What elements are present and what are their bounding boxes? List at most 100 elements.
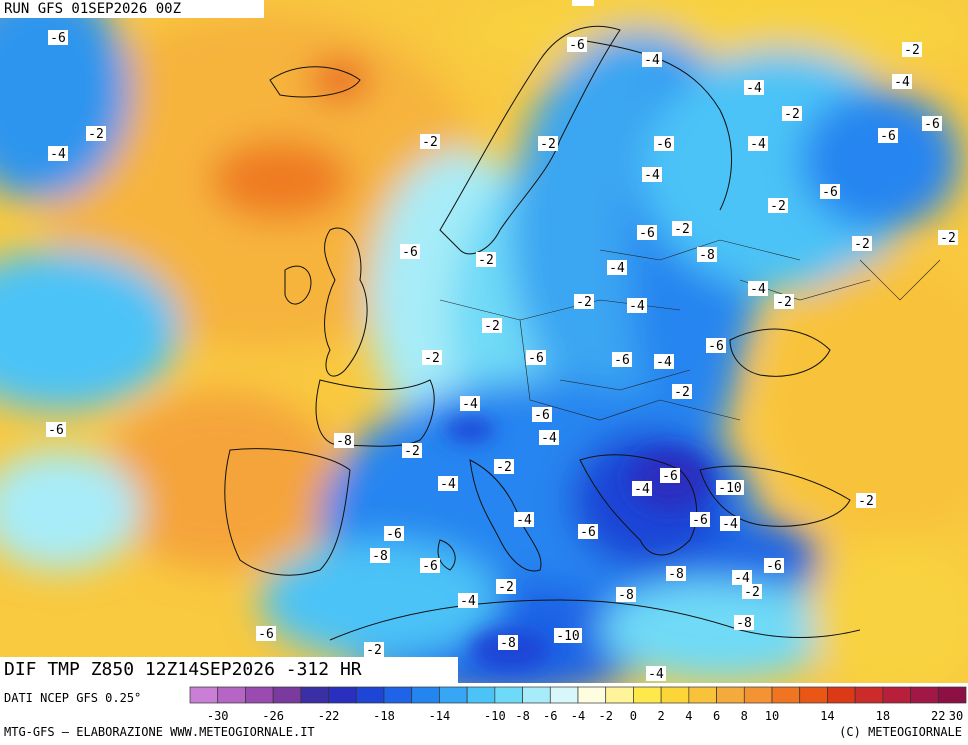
- legend-swatch: [245, 686, 274, 704]
- contour-label: -8: [668, 567, 684, 582]
- legend-swatch: [688, 686, 717, 704]
- legend-tick-label: 6: [713, 709, 720, 723]
- legend-tick-label: -10: [484, 709, 506, 723]
- legend-tick-label: -14: [429, 709, 451, 723]
- contour-label-bg: [46, 422, 66, 437]
- contour-label-bg: [438, 476, 458, 491]
- contour-label: -2: [674, 385, 690, 400]
- run-label-tail: [572, 0, 594, 6]
- contour-label: -6: [386, 527, 402, 542]
- contour-label: -4: [462, 397, 478, 412]
- contour-label: -2: [776, 295, 792, 310]
- contour-label-bg: [607, 260, 627, 275]
- contour-label-bg: [654, 354, 674, 369]
- contour-label-bg: [498, 635, 518, 650]
- legend-tick-label: 22: [931, 709, 945, 723]
- contour-label: -8: [618, 588, 634, 603]
- legend-swatch: [854, 686, 884, 704]
- legend-tick-label: -6: [543, 709, 557, 723]
- contour-label: -2: [744, 585, 760, 600]
- contour-label: -4: [609, 261, 625, 276]
- contour-label-bg: [716, 480, 744, 495]
- contour-label-bg: [539, 430, 559, 445]
- contour-label-bg: [460, 396, 480, 411]
- legend-swatch: [300, 686, 329, 704]
- contour-label-bg: [384, 526, 404, 541]
- contour-label: -2: [478, 253, 494, 268]
- contour-label-bg: [612, 352, 632, 367]
- legend-swatch: [522, 686, 551, 704]
- legend-tick-labels: -30 -26 -22 -18 -14 -10 -8 -6 -4 -2 0 2 4 6 8 10 14 18 22 3…: [207, 709, 963, 723]
- contour-label: -4: [894, 75, 910, 90]
- contour-label: -2: [576, 295, 592, 310]
- contour-label: -4: [750, 282, 766, 297]
- contour-label: -4: [750, 137, 766, 152]
- contour-label: -6: [639, 226, 655, 241]
- contour-label: -4: [629, 299, 645, 314]
- contour-label: -4: [722, 517, 738, 532]
- contour-label-bg: [420, 134, 440, 149]
- contour-label-bg: [654, 136, 674, 151]
- contour-label: -2: [424, 351, 440, 366]
- legend-swatch: [189, 686, 219, 704]
- contour-label: -2: [854, 237, 870, 252]
- contour-label-bg: [632, 481, 652, 496]
- contour-label-bg: [672, 384, 692, 399]
- contour-label-bg: [574, 294, 594, 309]
- contour-label-bg: [744, 80, 764, 95]
- contour-label-bg: [938, 230, 958, 245]
- legend-swatch: [328, 686, 357, 704]
- contour-label-bg: [646, 666, 666, 681]
- contour-label-bg: [734, 615, 754, 630]
- legend-swatch: [743, 686, 773, 704]
- contour-label-bg: [627, 298, 647, 313]
- contour-label: -2: [940, 231, 956, 246]
- legend-tick-label: -8: [515, 709, 529, 723]
- contour-label-bg: [402, 443, 422, 458]
- legend-tick-label: 2: [658, 709, 665, 723]
- contour-label-bg: [514, 512, 534, 527]
- contour-label: -4: [644, 168, 660, 183]
- contour-label-bg: [642, 167, 662, 182]
- legend-swatch: [799, 686, 828, 704]
- legend-tick-label: 8: [741, 709, 748, 723]
- contour-label-bg: [768, 198, 788, 213]
- legend-swatch: [882, 686, 911, 704]
- contour-label: -2: [540, 137, 556, 152]
- contour-label-bg: [720, 516, 740, 531]
- legend-swatch: [633, 686, 662, 704]
- contour-label: -6: [48, 423, 64, 438]
- contour-label: -2: [674, 222, 690, 237]
- contour-label: -6: [880, 129, 896, 144]
- legend-swatch: [217, 686, 246, 704]
- contour-label: -2: [88, 127, 104, 142]
- legend-swatch: [355, 686, 385, 704]
- legend-swatch: [466, 686, 496, 704]
- contour-label-bg: [852, 236, 872, 251]
- contour-label: -4: [648, 667, 664, 682]
- legend-swatch: [771, 686, 801, 704]
- contour-label: -4: [516, 513, 532, 528]
- contour-label: -4: [541, 431, 557, 446]
- legend-tick-label: -26: [262, 709, 284, 723]
- contour-label-bg: [422, 350, 442, 365]
- contour-label-bg: [820, 184, 840, 199]
- contour-label-bg: [482, 318, 502, 333]
- contour-label-bg: [748, 136, 768, 151]
- contour-label: -6: [692, 513, 708, 528]
- color-legend: -30 -26 -22 -18 -14 -10 -8 -6 -4 -2 0 2 4 6 8 10 14 18 22 3…: [189, 686, 967, 723]
- contour-label-bg: [666, 566, 686, 581]
- legend-tick-label: 14: [820, 709, 834, 723]
- contour-label: -6: [924, 117, 940, 132]
- contour-label-bg: [660, 468, 680, 483]
- contour-label: -8: [336, 434, 352, 449]
- contour-label: -6: [708, 339, 724, 354]
- contour-label: -10: [718, 481, 741, 496]
- contour-label-bg: [690, 512, 710, 527]
- contour-label-bg: [86, 126, 106, 141]
- contour-label-bg: [370, 548, 390, 563]
- field-title: DIF TMP Z850 12Z14SEP2026 -312 HR: [0, 657, 458, 683]
- contour-label-bg: [616, 587, 636, 602]
- borders: [439, 239, 941, 421]
- contour-label: -6: [656, 137, 672, 152]
